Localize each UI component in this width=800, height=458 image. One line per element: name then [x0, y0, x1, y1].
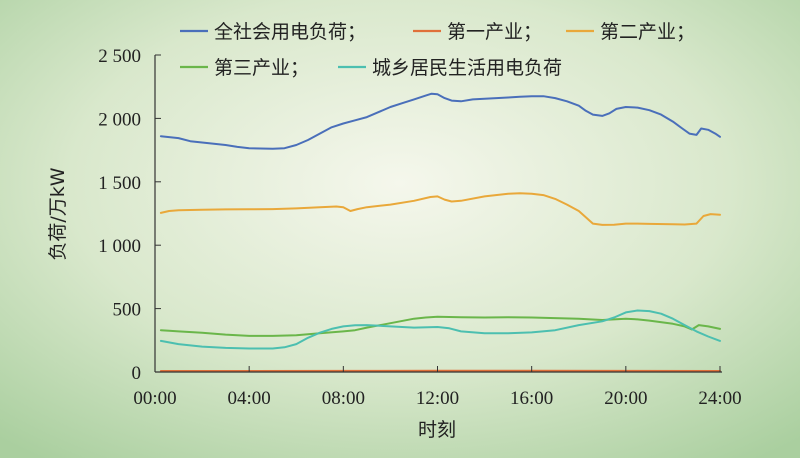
x-tick-label: 00:00 [133, 388, 176, 409]
x-tick-label: 16:00 [510, 388, 553, 409]
y-tick-label: 2 000 [98, 109, 141, 130]
legend-label-1: 全社会用电负荷； [214, 21, 366, 43]
y-tick-label: 1 000 [98, 236, 141, 257]
legend-label-4: 第三产业； [214, 57, 309, 79]
x-tick-label: 12:00 [416, 388, 459, 409]
legend-label-3: 第二产业； [600, 21, 695, 43]
x-tick-label: 20:00 [604, 388, 647, 409]
legend: 全社会用电负荷； 第一产业； 第二产业； 第三产业； 城乡居民生活用电负荷 [180, 21, 695, 79]
x-axis-title: 时刻 [418, 419, 456, 441]
y-tick-label: 0 [132, 363, 142, 384]
series-line-1 [159, 92, 721, 150]
x-tick-label: 24:00 [698, 388, 741, 409]
legend-label-5: 城乡居民生活用电负荷 [372, 57, 562, 79]
y-axis-title: 负荷/万kW [47, 167, 69, 260]
legend-label-2: 第一产业； [447, 21, 542, 43]
series-line-4 [159, 315, 721, 337]
x-tick-label: 04:00 [228, 388, 271, 409]
x-tick-label: 08:00 [322, 388, 365, 409]
series-line-3 [159, 192, 721, 226]
y-tick-label: 2 500 [98, 46, 141, 67]
y-tick-label: 1 500 [98, 173, 141, 194]
series-line-5 [159, 309, 721, 350]
axes-layer: 0 500 1 000 1 500 2 000 2 500 00:00 04:00 08:00 1… [98, 46, 741, 409]
y-tick-label: 500 [113, 300, 142, 321]
